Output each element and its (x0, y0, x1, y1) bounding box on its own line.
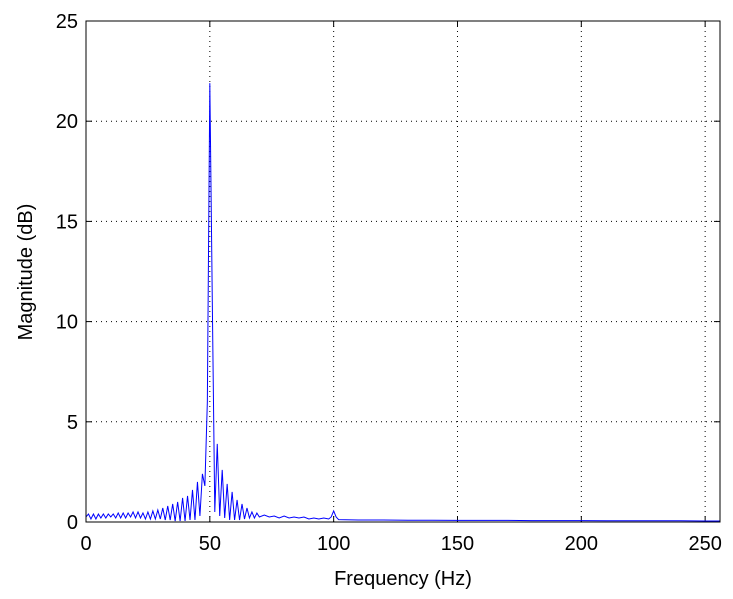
y-tick-label: 0 (67, 512, 78, 534)
x-tick-label: 200 (565, 533, 598, 555)
plot-frame (85, 20, 721, 523)
x-tick-label: 0 (80, 533, 91, 555)
data-line (85, 83, 720, 522)
x-tick-label: 150 (441, 533, 474, 555)
plot-area (86, 21, 720, 522)
y-tick-label: 10 (56, 312, 78, 334)
y-axis-label: Magnitude (dB) (15, 204, 37, 341)
x-tick-label: 250 (688, 533, 721, 555)
y-tick-label: 25 (56, 11, 78, 33)
x-tick-label: 50 (199, 533, 221, 555)
x-tick-label: 100 (317, 533, 350, 555)
y-tick-label: 15 (56, 211, 78, 233)
y-tick-label: 5 (67, 412, 78, 434)
y-tick-label: 20 (56, 111, 78, 133)
x-axis-label: Frequency (Hz) (334, 568, 472, 590)
